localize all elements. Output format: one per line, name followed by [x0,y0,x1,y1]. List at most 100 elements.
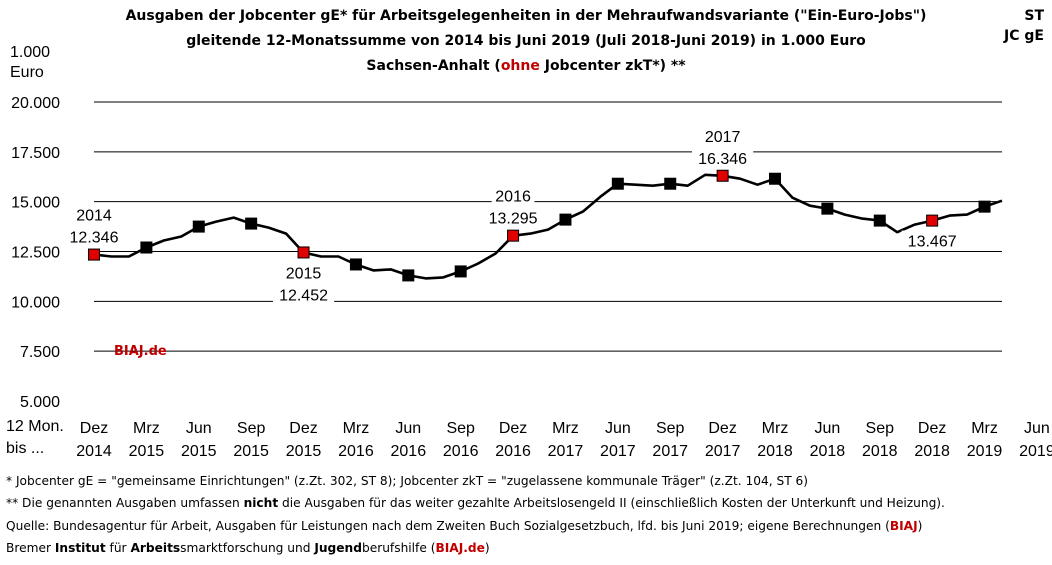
y-unit-line1: 1.000 [10,44,51,61]
data-point-marker [611,177,624,190]
x-tick-label: 2016 [443,443,479,460]
corner-label-jcge: JC gE [1004,28,1044,44]
data-point-marker [821,202,834,215]
chart-title-line3: Sachsen-Anhalt (ohne Jobcenter zkT*) ** [0,58,1052,74]
y-tick-label: 5.000 [20,394,60,411]
x-tick-label: 2017 [548,443,584,460]
data-label-bg [72,204,116,225]
x-tick-label: 2018 [914,443,950,460]
x-tick-label: 2015 [129,443,165,460]
footnote-2-b: die Ausgaben für das weiter gezahlte Arb… [278,496,945,510]
data-point-marker [402,269,415,282]
footnote-source-biaj: BIAJ [889,519,918,533]
chart-title-line1: Ausgaben der Jobcenter gE* für Arbeitsge… [125,8,927,24]
brand-watermark: BIAJ.de [114,344,167,359]
x-tick-label: 2016 [391,443,427,460]
x-tick-label: Dez [708,420,736,437]
x-tick-label: 2015 [286,443,322,460]
data-point-marker [297,246,310,259]
x-tick-label: 2016 [495,443,531,460]
data-point-marker [454,265,467,278]
y-tick-label: 10.000 [11,294,60,311]
footnote-source-a: Quelle: Bundesagentur für Arbeit, Ausgab… [6,519,890,533]
x-tick-label: Jun [186,420,212,437]
footnote-2-bold: nicht [243,496,279,510]
x-tick-label: Jun [1024,420,1050,437]
data-label-bg [63,226,125,247]
x-tick-label: Dez [289,420,317,437]
inst-i: ) [484,541,490,555]
x-tick-label: 2015 [181,443,217,460]
x-tick-label: Sep [237,420,266,437]
footnote-2-a: ** Die genannten Ausgaben umfassen [6,496,244,510]
data-point-marker [873,214,886,227]
title-region-suffix: Jobcenter zkT*) ** [539,58,686,74]
title-ohne: ohne [500,58,540,74]
data-label: 2014 [76,208,112,225]
inst-a: Bremer [6,541,55,555]
footnote-2: ** Die genannten Ausgaben umfassen nicht… [6,496,945,510]
y-tick-label: 15.000 [11,195,60,212]
y-tick-label: 17.500 [11,145,60,162]
inst-link: BIAJ.de [435,541,485,555]
x-tick-label: Dez [80,420,108,437]
data-point-marker [140,241,153,254]
data-point-marker [716,169,729,182]
data-label: 12.346 [70,230,119,247]
series-line [93,173,1003,280]
x-tick-label: 2019 [967,443,1003,460]
x-tick-label: 2016 [338,443,374,460]
x-tick-label: Sep [446,420,475,437]
data-point-marker [192,220,205,233]
footnote-1: * Jobcenter gE = "gemeinsame Einrichtung… [6,474,809,488]
data-label: 2016 [495,189,531,206]
data-label-bg [701,125,745,146]
inst-c: für [105,541,131,555]
y-tick-label: 7.500 [20,344,60,361]
x-prefix-line2: bis ... [6,440,45,457]
inst-g: berufshilfe ( [361,541,436,555]
data-point-marker [926,214,939,227]
y-tick-label: 12.500 [11,245,60,262]
data-point-marker [507,229,520,242]
x-tick-label: Mrz [552,420,579,437]
data-label-bg [282,262,325,283]
x-tick-label: 2017 [705,443,741,460]
title-region: Sachsen-Anhalt ( [366,58,501,74]
data-point-marker [769,172,781,185]
inst-b: Institut [54,541,106,555]
data-label-bg [692,147,754,168]
x-tick-label: Mrz [762,420,789,437]
data-label-bg [1006,0,1052,20]
x-prefix-line1: 12 Mon. [6,418,64,435]
x-tick-label: Jun [605,420,631,437]
x-tick-label: 2018 [862,443,898,460]
x-tick-label: Mrz [133,420,160,437]
data-point-marker [88,248,100,261]
data-label-bg [901,230,963,251]
x-tick-label: Dez [499,420,527,437]
x-tick-label: Mrz [971,420,998,437]
x-tick-label: 2018 [810,443,846,460]
data-point-marker [978,200,991,213]
x-tick-label: 2015 [233,443,269,460]
footnote-source-b: ) [917,519,923,533]
data-label: 13.467 [908,234,957,251]
footnote-institute: Bremer Institut für Arbeitssmarktforschu… [6,541,490,555]
x-tick-label: 2018 [757,443,793,460]
corner-label-st: ST [1024,8,1044,24]
x-tick-label: Sep [866,420,895,437]
x-tick-label: 2017 [600,443,636,460]
x-tick-label: Dez [918,420,946,437]
data-label: 16.346 [698,151,747,168]
data-label: 2015 [286,265,322,282]
inst-d: Arbeits [130,541,181,555]
data-point-marker [664,177,677,190]
data-label: 13.295 [489,211,538,228]
data-point-marker [559,213,572,226]
y-unit-line2: Euro [10,64,44,81]
x-tick-label: Mrz [343,420,370,437]
x-tick-label: Sep [656,420,685,437]
x-tick-label: 2017 [652,443,688,460]
